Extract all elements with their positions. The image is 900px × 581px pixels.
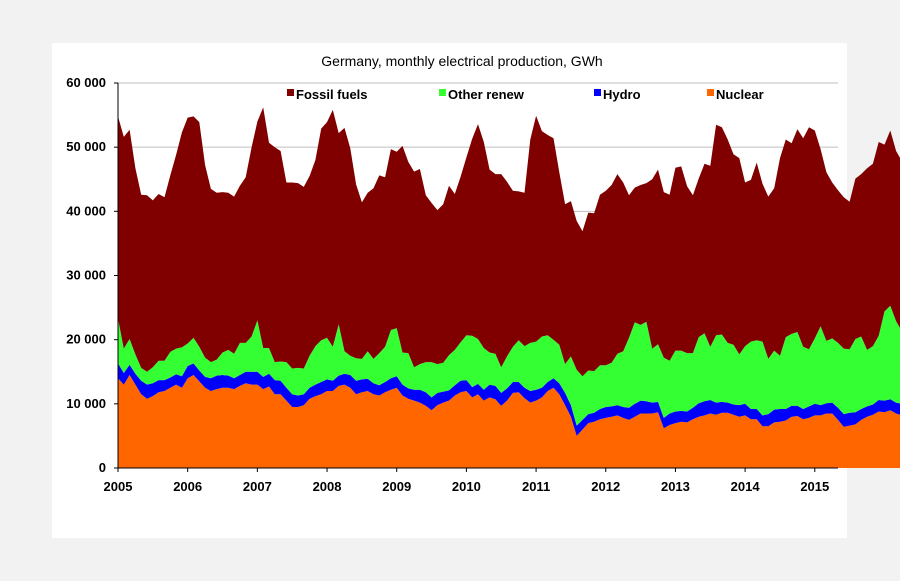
y-tick-label: 20 000 — [66, 332, 106, 347]
legend-label: Nuclear — [716, 87, 764, 102]
legend-label: Fossil fuels — [296, 87, 368, 102]
x-tick-label: 2014 — [731, 479, 761, 494]
x-tick-label: 2005 — [104, 479, 133, 494]
legend-item-nuclear: Nuclear — [707, 87, 764, 102]
x-tick-label: 2008 — [313, 479, 342, 494]
legend-item-fossil-fuels: Fossil fuels — [287, 87, 368, 102]
x-tick-label: 2007 — [243, 479, 272, 494]
x-tick-label: 2015 — [800, 479, 829, 494]
series-area-fossil-fuels — [118, 107, 900, 377]
legend-swatch — [707, 89, 714, 96]
axes: 0 10 000 20 000 30 000 40 000 50 000 60 000 200… — [66, 75, 838, 494]
x-tick-label: 2013 — [661, 479, 690, 494]
legend-swatch — [287, 89, 294, 96]
x-tick-label: 2011 — [522, 479, 550, 494]
legend-swatch — [439, 89, 446, 96]
series-area-hydro — [118, 363, 900, 436]
y-tick-label: 0 — [99, 460, 106, 475]
y-tick-label: 50 000 — [66, 139, 106, 154]
legend-item-other-renew: Other renew — [439, 87, 525, 102]
x-tick-label: 2006 — [173, 479, 202, 494]
y-tick-label: 60 000 — [66, 75, 106, 90]
x-tick-label: 2012 — [591, 479, 620, 494]
legend-item-hydro: Hydro — [594, 87, 641, 102]
y-tick-label: 30 000 — [66, 268, 106, 283]
x-tick-label: 2009 — [382, 479, 411, 494]
series-area-other-renew — [118, 305, 900, 426]
stacked-areas — [118, 107, 900, 468]
y-tick-label: 40 000 — [66, 203, 106, 218]
x-tick-label: 2010 — [452, 479, 481, 494]
legend-swatch — [594, 89, 601, 96]
y-tick-label: 10 000 — [66, 396, 106, 411]
legend-label: Other renew — [448, 87, 525, 102]
legend: Fossil fuels Other renew Hydro Nuclear — [287, 87, 764, 102]
chart-title: Germany, monthly electrical production, … — [321, 53, 602, 69]
series-area-nuclear — [118, 375, 900, 468]
legend-label: Hydro — [603, 87, 641, 102]
